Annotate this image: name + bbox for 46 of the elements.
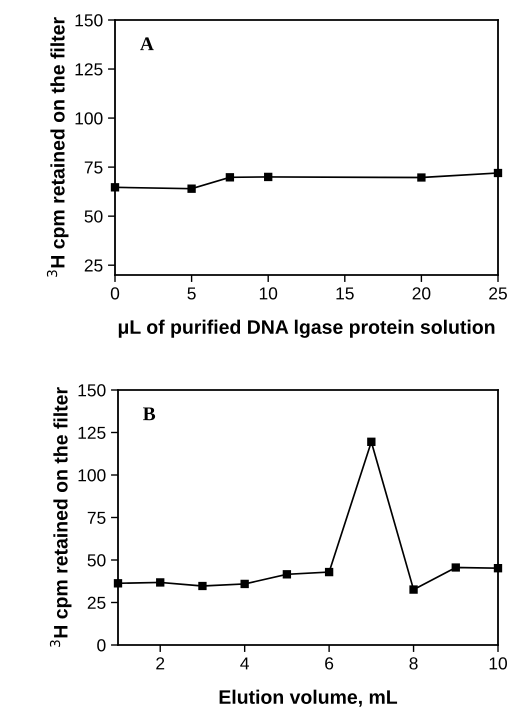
- y-tick-label: 125: [76, 63, 102, 76]
- y-tick-label: 125: [78, 426, 106, 439]
- y-tick-label: 100: [76, 112, 103, 125]
- x-tick-label: 10: [490, 657, 507, 670]
- annotation: A: [140, 37, 154, 50]
- y-tick-label: 75: [84, 161, 102, 174]
- x-tick-label: 2: [156, 657, 164, 670]
- y-tick-label: 25: [88, 596, 106, 609]
- x-tick-label: 6: [325, 657, 334, 670]
- point: [324, 568, 334, 576]
- x-tick-label: 5: [187, 287, 196, 300]
- y-axis-title: $^{3}$H cpm retained on the filter: [46, 17, 68, 277]
- point: [282, 570, 292, 578]
- y-tick-label: 25: [84, 259, 102, 272]
- point: [264, 172, 272, 182]
- point: [409, 585, 418, 594]
- point: [240, 580, 249, 588]
- y-tick-label: 100: [78, 469, 106, 482]
- point: [226, 173, 234, 182]
- x-tick-label: 0: [110, 287, 120, 300]
- x-tick-label: 4: [240, 657, 249, 670]
- point: [494, 564, 502, 572]
- y-tick-label: 150: [78, 384, 106, 396]
- point: [156, 578, 164, 587]
- point: [110, 183, 120, 192]
- y-axis-title: $^{3}$H cpm retained on the filter: [50, 387, 72, 647]
- y-tick-label: 0: [97, 639, 106, 652]
- x-axis-title: μL of purified DNA lgase protein solution: [118, 320, 494, 338]
- x-tick-label: 8: [409, 657, 418, 670]
- point: [417, 173, 426, 182]
- annotation: B: [143, 407, 156, 420]
- point: [367, 438, 376, 446]
- y-tick-label: 50: [88, 554, 106, 566]
- x-tick-label: 15: [336, 287, 354, 300]
- x-tick-label: 25: [489, 287, 507, 300]
- point: [494, 168, 502, 178]
- point: [452, 563, 460, 572]
- y-tick-label: 75: [88, 512, 106, 524]
- x-axis-title: Elution volume, mL: [220, 690, 398, 707]
- point: [187, 184, 196, 193]
- y-tick-label: 150: [76, 14, 103, 26]
- y-tick-label: 50: [84, 210, 103, 223]
- point: [198, 582, 207, 590]
- x-tick-label: 20: [412, 287, 430, 300]
- x-tick-label: 10: [260, 287, 278, 300]
- point: [114, 579, 122, 588]
